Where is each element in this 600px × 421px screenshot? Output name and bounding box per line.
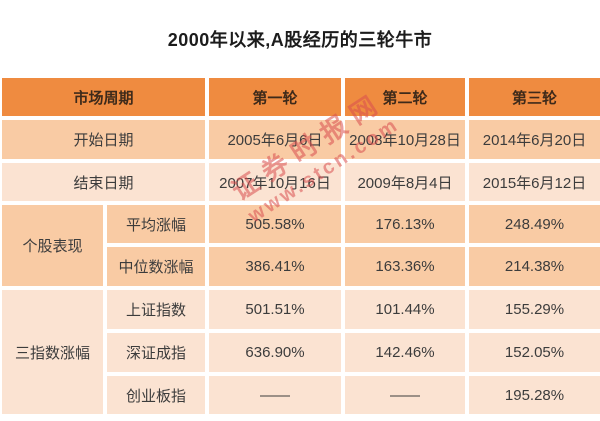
row-label-chinext-index: 创业板指 <box>107 376 205 414</box>
cell-average-gain-round2: 176.13% <box>345 205 465 243</box>
header-cell-round1: 第一轮 <box>209 78 341 116</box>
row-label-szse-index: 深证成指 <box>107 333 205 372</box>
cell-chinext-round2: —— <box>345 376 465 414</box>
row-label-median-gain: 中位数涨幅 <box>107 247 205 286</box>
row-label-average-gain: 平均涨幅 <box>107 205 205 243</box>
cell-sse-round2: 101.44% <box>345 290 465 329</box>
bull-market-table: 市场周期 第一轮 第二轮 第三轮 开始日期 2005年6月6日 2008年10月… <box>2 78 600 414</box>
cell-szse-round2: 142.46% <box>345 333 465 372</box>
cell-start-date-round3: 2014年6月20日 <box>469 120 600 159</box>
row-label-sse-index: 上证指数 <box>107 290 205 329</box>
cell-start-date-round1: 2005年6月6日 <box>209 120 341 159</box>
cell-average-gain-round1: 505.58% <box>209 205 341 243</box>
cell-average-gain-round3: 248.49% <box>469 205 600 243</box>
group-label-index-gain: 三指数涨幅 <box>2 290 103 414</box>
header-cell-round3: 第三轮 <box>469 78 600 116</box>
row-label-start-date: 开始日期 <box>2 120 205 159</box>
cell-szse-round3: 152.05% <box>469 333 600 372</box>
cell-chinext-round1: —— <box>209 376 341 414</box>
cell-end-date-round3: 2015年6月12日 <box>469 163 600 201</box>
group-label-stock-performance: 个股表现 <box>2 205 103 286</box>
cell-start-date-round2: 2008年10月28日 <box>345 120 465 159</box>
cell-end-date-round2: 2009年8月4日 <box>345 163 465 201</box>
header-cell-round2: 第二轮 <box>345 78 465 116</box>
header-cell-market-cycle: 市场周期 <box>2 78 205 116</box>
cell-end-date-round1: 2007年10月16日 <box>209 163 341 201</box>
cell-median-gain-round2: 163.36% <box>345 247 465 286</box>
cell-sse-round3: 155.29% <box>469 290 600 329</box>
row-label-end-date: 结束日期 <box>2 163 205 201</box>
cell-sse-round1: 501.51% <box>209 290 341 329</box>
page-title: 2000年以来,A股经历的三轮牛市 <box>167 30 433 50</box>
cell-szse-round1: 636.90% <box>209 333 341 372</box>
cell-median-gain-round1: 386.41% <box>209 247 341 286</box>
cell-chinext-round3: 195.28% <box>469 376 600 414</box>
cell-median-gain-round3: 214.38% <box>469 247 600 286</box>
